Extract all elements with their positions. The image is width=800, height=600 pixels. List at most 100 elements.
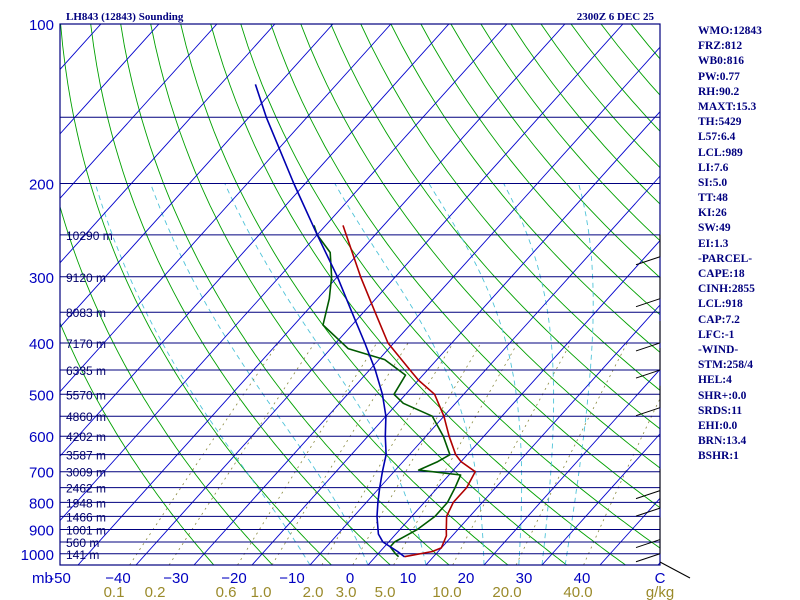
- index-item: LI:7.6: [698, 161, 729, 174]
- isotherm-line: [60, 24, 160, 135]
- height-label: 3009 m: [66, 466, 106, 480]
- index-item: BRN:13.4: [698, 435, 747, 448]
- isotherm-line: [541, 433, 660, 565]
- pressure-tick-label: 200: [29, 176, 54, 193]
- moist-adiabat-line: [564, 183, 594, 565]
- isotherm-line: [60, 24, 450, 457]
- wind-barbs: [635, 234, 691, 579]
- dry-adiabat-line: [240, 24, 660, 549]
- pressure-tick-label: 800: [29, 495, 54, 512]
- pressure-tick-label: 300: [29, 270, 54, 287]
- mixing-ratio-line: [515, 342, 628, 565]
- temperature-tick-label: 0: [346, 570, 354, 587]
- index-item: SI:5.0: [698, 176, 728, 189]
- dry-adiabat-line: [270, 24, 660, 509]
- dry-adiabat-line: [360, 24, 660, 391]
- mixing-ratio-line: [321, 342, 454, 565]
- height-label: 1001 m: [66, 524, 106, 538]
- index-item: -WIND-: [698, 343, 739, 356]
- wind-barb: [635, 539, 661, 549]
- isotherm-line: [60, 24, 392, 393]
- index-item: TT:48: [698, 192, 728, 205]
- dry-adiabat-line: [60, 205, 273, 565]
- index-item: EI:1.3: [698, 237, 729, 250]
- mixing-ratio-tick-label: 10.0: [432, 584, 461, 600]
- index-item: LCL:918: [698, 298, 743, 311]
- mixing-ratio-tick-label: 0.1: [104, 584, 125, 600]
- mixing-ratio-tick-label: 3.0: [336, 584, 357, 600]
- height-label: 3587 m: [66, 449, 106, 463]
- mixing-ratio-line: [168, 342, 315, 565]
- index-item: CINH:2855: [698, 283, 755, 296]
- isotherm-line: [425, 304, 660, 565]
- index-item: CAP:7.2: [698, 313, 740, 326]
- chart-datetime: 2300Z 6 DEC 25: [577, 11, 655, 23]
- height-label: 7170 m: [66, 337, 106, 351]
- temperature-tick-label: −30: [163, 570, 188, 587]
- height-label: 4860 m: [66, 410, 106, 424]
- temperature-tick-label: −10: [279, 570, 304, 587]
- pressure-tick-label: 900: [29, 523, 54, 540]
- height-label: 1466 m: [66, 510, 106, 524]
- index-item: WMO:12843: [698, 25, 762, 37]
- index-item: LFC:-1: [698, 328, 735, 341]
- dry-adiabat-line: [450, 24, 660, 279]
- temperature-tick-label: 40: [574, 570, 591, 587]
- mixing-ratio-line: [129, 342, 279, 565]
- pressure-tick-label: 500: [29, 387, 54, 404]
- mixing-ratio-line: [583, 397, 660, 565]
- temperature-tick-label: −20: [221, 570, 246, 587]
- dry-adiabat-line: [210, 24, 626, 565]
- index-item: L57:6.4: [698, 131, 736, 144]
- temperature-tick-label: 30: [516, 570, 533, 587]
- wind-barb: [635, 256, 661, 266]
- height-label: 2462 m: [66, 482, 106, 496]
- mixing-ratio-line: [352, 342, 482, 565]
- index-item: MAXT:15.3: [698, 100, 757, 113]
- dry-adiabat-line: [150, 24, 509, 565]
- index-item: SW:49: [698, 222, 731, 235]
- dry-adiabat-line: [180, 24, 567, 565]
- height-label: 4202 m: [66, 430, 106, 444]
- index-item: HEL:4: [698, 374, 732, 387]
- index-item: CAPE:18: [698, 268, 745, 280]
- pressure-tick-label: 600: [29, 429, 54, 446]
- index-item: BSHR:1: [698, 450, 739, 463]
- moist-adiabat-line: [503, 183, 555, 565]
- index-item: EHI:0.0: [698, 419, 738, 432]
- moist-adiabat-line: [94, 183, 311, 565]
- temperature-tick-label: −40: [105, 570, 130, 587]
- index-item: LCL:989: [698, 146, 743, 159]
- height-label: 5570 m: [66, 388, 106, 402]
- moist-adiabat-line: [428, 183, 523, 565]
- pressure-tick-label: 1000: [21, 547, 54, 564]
- mixing-ratio-tick-label: 40.0: [563, 584, 592, 600]
- wind-barb: [635, 369, 661, 379]
- temperature-tick-label: 20: [458, 570, 475, 587]
- temperature-unit-label: C: [655, 570, 666, 587]
- isotherm-line: [251, 110, 660, 565]
- dry-adiabat-line: [60, 321, 215, 565]
- mixing-ratio-tick-label: 0.6: [216, 584, 237, 600]
- isotherm-line: [0, 24, 43, 565]
- wind-barb: [635, 342, 661, 352]
- wind-barb: [635, 507, 661, 517]
- height-label: 8083 m: [66, 306, 106, 320]
- height-label: 560 m: [66, 536, 99, 550]
- mixing-ratio-tick-label: 5.0: [375, 584, 396, 600]
- mixing-ratio-line: [393, 342, 519, 565]
- wind-barb: [635, 298, 661, 308]
- index-item: SRDS:11: [698, 404, 743, 417]
- isotherm-line: [135, 24, 624, 565]
- mixing-ratio-tick-label: 2.0: [303, 584, 324, 600]
- pressure-tick-label: 400: [29, 336, 54, 353]
- wind-barb: [635, 553, 661, 563]
- height-label: 6335 m: [66, 364, 106, 378]
- wind-barb: [635, 407, 661, 417]
- background-lines: [0, 24, 660, 565]
- isotherm-line: [60, 24, 218, 200]
- isotherm-line: [60, 24, 334, 328]
- index-item: TH:5429: [698, 116, 742, 129]
